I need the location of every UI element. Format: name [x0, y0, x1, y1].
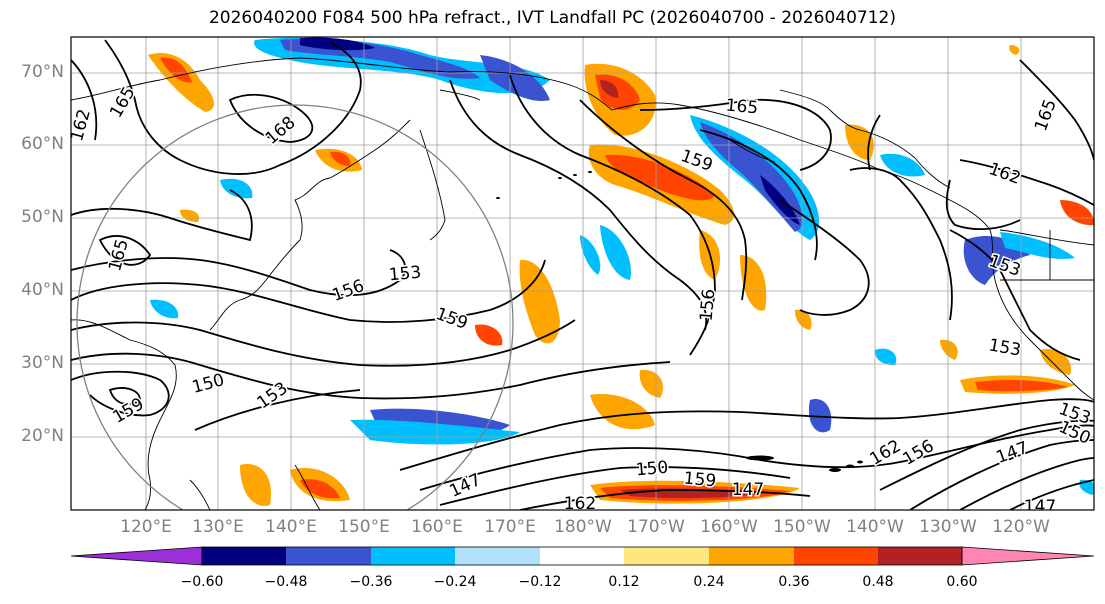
colorbar-segment: [202, 547, 286, 565]
colorbar-extend-max: [961, 546, 1095, 566]
colorbar-segment: [455, 547, 540, 565]
contour-label: 150: [635, 458, 669, 481]
map-background: [71, 37, 1094, 510]
latitude-label: 40°N: [21, 280, 64, 300]
contour-label: 147: [732, 480, 764, 500]
colorbar-tick-label: −0.48: [264, 574, 308, 590]
longitude-label: 120°E: [120, 517, 172, 537]
latitude-label: 50°N: [21, 207, 64, 227]
colorbar-segment: [709, 547, 794, 565]
colorbar-segment: [878, 547, 962, 565]
colorbar-tick-label: 0.60: [946, 574, 978, 590]
colorbar-segment: [624, 547, 709, 565]
latitude-label: 30°N: [21, 353, 64, 373]
latitude-label: 60°N: [21, 134, 64, 154]
colorbar-tick-label: 0.12: [608, 574, 640, 590]
negative-anomaly-shading: [150, 37, 1094, 495]
longitude-label: 140°W: [846, 517, 904, 537]
colorbar-segment: [286, 547, 371, 565]
colorbar-tick-label: −0.60: [180, 574, 224, 590]
map-frame: [70, 36, 1095, 511]
colorbar: [70, 546, 1095, 566]
longitude-label: 130°W: [919, 517, 977, 537]
contour-label: 153: [388, 263, 422, 286]
contour-label: 159: [683, 469, 717, 492]
colorbar-tick-label: 0.48: [862, 574, 894, 590]
longitude-label: 170°W: [627, 517, 685, 537]
contour-label: 147: [1024, 497, 1056, 517]
colorbar-tick-label: −0.24: [433, 574, 477, 590]
longitude-label: 180°W: [554, 517, 612, 537]
graticule: [71, 37, 1094, 510]
longitude-label: 170°E: [484, 517, 536, 537]
longitude-label: 130°E: [192, 517, 244, 537]
height-contours: [71, 39, 1094, 510]
colorbar-extend-min: [70, 546, 203, 566]
longitude-label: 150°W: [773, 517, 831, 537]
positive-anomaly-shading: [148, 45, 1094, 506]
colorbar-segment: [540, 547, 624, 565]
latitude-label: 20°N: [21, 426, 64, 446]
colorbar-segment: [794, 547, 878, 565]
colorbar-segment: [371, 547, 455, 565]
longitude-label: 160°E: [411, 517, 463, 537]
contour-label: 165: [725, 96, 759, 119]
colorbar-tick-label: −0.36: [349, 574, 393, 590]
longitude-label: 120°W: [992, 517, 1050, 537]
colorbar-tick-label: −0.12: [518, 574, 562, 590]
longitude-label: 160°W: [700, 517, 758, 537]
latitude-label: 70°N: [21, 62, 64, 82]
contour-label: 156: [697, 288, 720, 322]
contour-label: 162: [564, 494, 596, 514]
landfall-region-circle: [76, 104, 514, 510]
longitude-label: 150°E: [338, 517, 390, 537]
longitude-label: 140°E: [265, 517, 317, 537]
map-title: 2026040200 F084 500 hPa refract., IVT La…: [208, 8, 896, 28]
coastlines: [71, 57, 1094, 510]
colorbar-tick-label: 0.24: [693, 574, 725, 590]
colorbar-tick-label: 0.36: [778, 574, 810, 590]
